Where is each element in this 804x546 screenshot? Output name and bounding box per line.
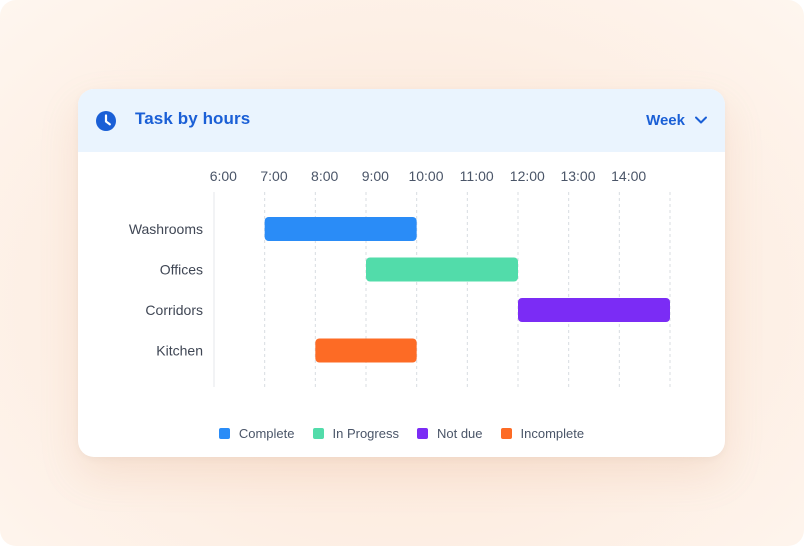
x-tick-label: 12:00	[510, 168, 545, 184]
x-tick-label: 13:00	[560, 168, 595, 184]
legend-label: Not due	[436, 426, 483, 441]
y-category-label: Kitchen	[156, 343, 203, 359]
card-title: Task by hours	[135, 109, 251, 128]
chevron-down-icon	[695, 116, 707, 124]
legend-label: In Progress	[332, 426, 399, 441]
task-bar-offices[interactable]	[366, 257, 518, 282]
legend-item: Not due	[416, 426, 483, 441]
x-tick-label: 7:00	[260, 168, 287, 184]
clock-icon	[96, 111, 116, 131]
task-bar-corridors[interactable]	[518, 298, 670, 322]
x-tick-label: 11:00	[460, 168, 494, 184]
card-header: Task by hours Week	[78, 89, 725, 152]
task-bar-washrooms[interactable]	[264, 217, 417, 241]
legend-swatch	[416, 428, 428, 439]
week-dropdown[interactable]: Week	[646, 109, 709, 131]
legend-swatch	[218, 428, 230, 439]
y-category-label: Offices	[160, 262, 203, 278]
legend-swatch	[500, 428, 512, 439]
legend-swatch	[312, 428, 324, 439]
x-tick-label: 14:00	[611, 168, 646, 184]
legend-label: Incomplete	[520, 426, 585, 441]
legend-item: In Progress	[312, 426, 399, 441]
task-bar-kitchen[interactable]	[315, 338, 417, 363]
task-chart-card: Task by hours Week 6:00 7:00 8:00 9:00 10:00…	[78, 89, 725, 457]
gantt-chart: 6:00 7:00 8:00 9:00 10:00 11:00 12:00 13:00 14:0…	[129, 168, 671, 387]
legend-label: Complete	[238, 426, 295, 441]
x-tick-label: 10:00	[408, 168, 443, 184]
x-tick-label: 9:00	[362, 168, 389, 184]
y-category-label: Washrooms	[129, 221, 203, 237]
legend-item: Complete	[218, 426, 295, 441]
x-tick-label: 8:00	[311, 168, 338, 184]
week-dropdown-label: Week	[646, 111, 685, 129]
x-tick-label: 6:00	[210, 168, 237, 184]
y-category-label: Corridors	[145, 302, 203, 318]
legend-item: Incomplete	[500, 426, 585, 441]
chart-legend: Complete In Progress Not due Incomplete	[78, 426, 725, 441]
